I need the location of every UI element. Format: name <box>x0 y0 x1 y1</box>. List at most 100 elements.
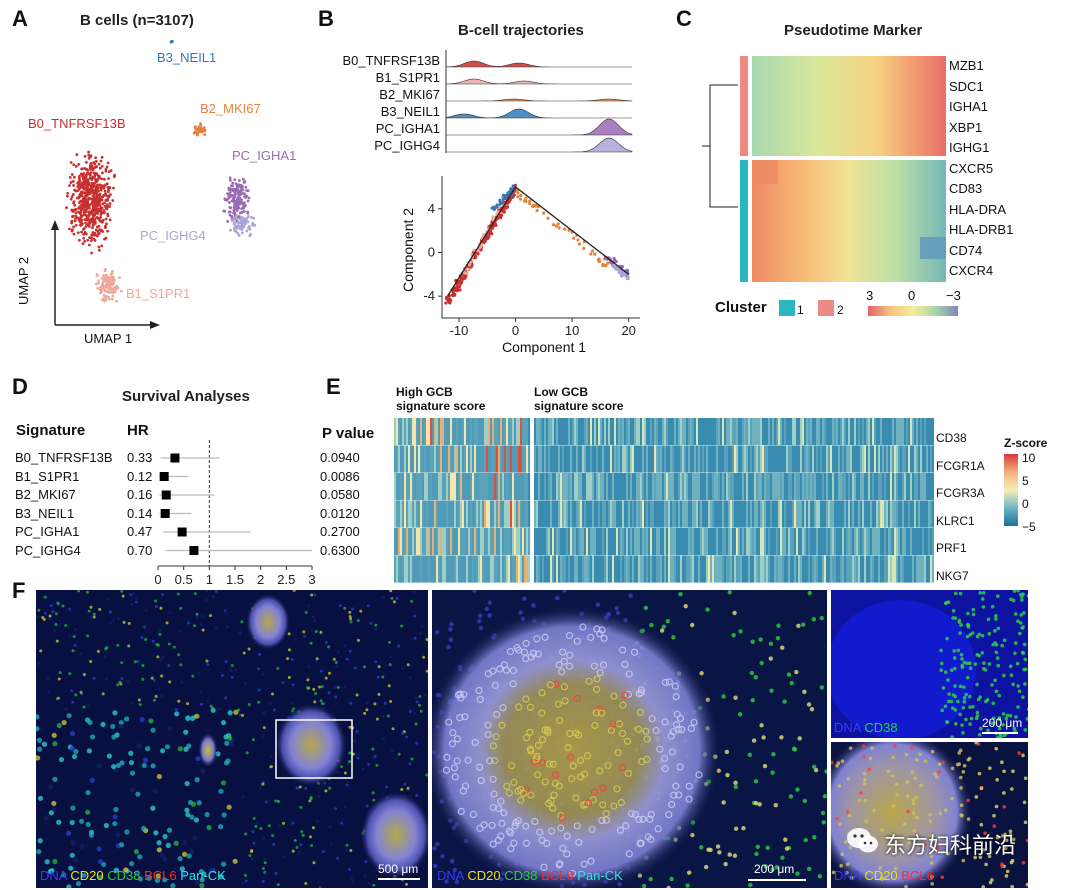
heatmap-cell <box>812 528 815 556</box>
heatmap-cell <box>406 418 409 446</box>
heatmap-cell <box>788 445 791 473</box>
heatmap-cell <box>458 418 461 446</box>
heatmap-cell <box>710 528 713 556</box>
heatmap-cell <box>596 500 599 528</box>
cd38-speck <box>962 696 967 700</box>
heatmap-cell <box>822 555 825 583</box>
heatmap-cell <box>508 500 511 528</box>
umap-point-b0 <box>73 219 77 223</box>
heatmap-cell <box>470 500 473 528</box>
trajectory-point <box>522 199 526 203</box>
umap-point-b0 <box>73 175 76 179</box>
heatmap-cell <box>772 528 775 556</box>
cd38-speck <box>1023 728 1028 732</box>
tissue-speck <box>195 612 199 616</box>
heatmap-cell <box>492 473 495 501</box>
tissue-speck <box>796 623 801 628</box>
gene-label: XBP1 <box>949 119 983 135</box>
heatmap-cell <box>748 445 751 473</box>
heatmap-cell <box>862 445 865 473</box>
heatmap-cell <box>896 555 899 583</box>
heatmap-cell <box>864 555 867 583</box>
heatmap-cell <box>508 473 511 501</box>
cell <box>670 791 678 799</box>
bcl6-speck <box>958 775 963 780</box>
cd38-speck <box>969 716 974 721</box>
cd38-speck <box>996 626 1001 631</box>
tissue-speck <box>809 707 815 712</box>
heatmap-cell <box>490 473 493 501</box>
umap-label-pc-ighg4: PC_IGHG4 <box>140 228 206 243</box>
heatmap-cell <box>624 500 627 528</box>
heatmap-cell <box>858 500 861 528</box>
cd38-speck <box>1004 716 1009 721</box>
tissue-speck <box>721 800 726 805</box>
umap-point-b1 <box>102 273 105 277</box>
heatmap-cell <box>402 555 405 583</box>
heatmap-cell <box>562 528 565 556</box>
heatmap-cell <box>904 418 907 446</box>
trajectory-point <box>596 257 601 262</box>
tissue-speck <box>761 735 766 740</box>
heatmap-cell <box>854 528 857 556</box>
gene-label: CXCR5 <box>949 160 994 176</box>
heatmap-cell <box>784 528 787 556</box>
heatmap-cell <box>694 555 697 583</box>
heatmap-cell <box>668 500 671 528</box>
tissue-speck <box>214 590 218 593</box>
heatmap-cell <box>602 528 605 556</box>
heatmap-cell <box>520 500 523 528</box>
heatmap-cell <box>464 528 467 556</box>
cell <box>668 748 676 756</box>
umap-point-b0 <box>91 185 95 189</box>
tissue-speck <box>356 618 360 622</box>
heatmap-cell <box>514 528 517 556</box>
heatmap-cell <box>736 500 739 528</box>
heatmap-cell <box>522 500 525 528</box>
heatmap-cell <box>768 418 771 446</box>
heatmap-cell <box>434 500 437 528</box>
tissue-speck <box>288 648 292 652</box>
heatmap-cell <box>834 500 837 528</box>
heatmap-cell <box>492 528 495 556</box>
bcl6-speck <box>957 762 962 766</box>
heatmap-cell <box>762 418 765 446</box>
heatmap-cell <box>836 528 839 556</box>
tissue-speck <box>136 660 140 664</box>
heatmap-cell <box>764 555 767 583</box>
heatmap-cell <box>434 473 437 501</box>
heatmap-cell <box>910 500 913 528</box>
heatmap-cell <box>648 418 651 446</box>
cd38-speck <box>959 652 964 657</box>
heatmap-cell <box>930 528 933 556</box>
heatmap-cell <box>588 473 591 501</box>
umap-point-b0 <box>88 243 91 247</box>
tissue-speck <box>295 845 299 849</box>
heatmap-cell <box>620 528 623 556</box>
heatmap-cell <box>486 555 489 583</box>
tissue-speck <box>68 634 72 638</box>
heatmap-cell <box>708 500 711 528</box>
tissue-speck <box>127 622 131 626</box>
heatmap-cell <box>688 528 691 556</box>
tissue-speck <box>343 685 347 689</box>
heatmap-cell <box>754 555 757 583</box>
heatmap-cell <box>786 528 789 556</box>
cd38-speck <box>956 699 960 704</box>
heatmap-cell <box>498 555 501 583</box>
heatmap-cell <box>618 528 621 556</box>
cell <box>526 728 534 736</box>
heatmap-cell <box>604 418 607 446</box>
tissue-speck <box>811 764 817 770</box>
cell <box>602 809 610 818</box>
heatmap-cell <box>642 500 645 528</box>
tissue-speck <box>328 671 332 675</box>
tissue-speck <box>388 640 392 644</box>
trajectory-point <box>613 266 617 270</box>
heatmap-cell <box>904 555 907 583</box>
tissue-speck <box>214 626 218 630</box>
tissue-speck <box>98 608 102 612</box>
tissue-speck <box>779 735 784 740</box>
umap-point-b2 <box>203 133 207 137</box>
heatmap-cell <box>718 473 721 501</box>
